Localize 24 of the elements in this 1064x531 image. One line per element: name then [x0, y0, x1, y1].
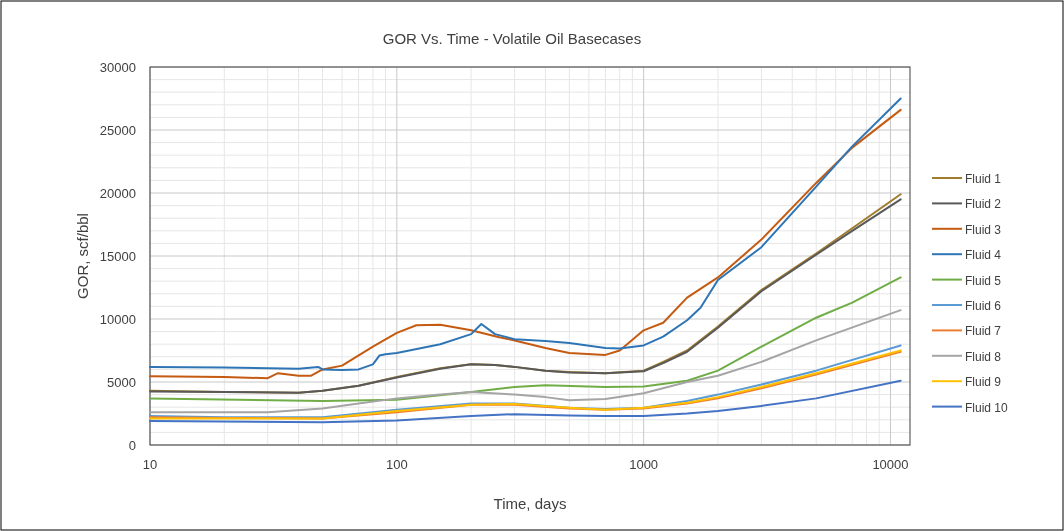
- y-axis-title: GOR, scf/bbl: [74, 213, 91, 299]
- x-tick-label: 10: [142, 457, 158, 472]
- x-tick-label: 100: [385, 457, 408, 472]
- y-tick-label: 5000: [107, 375, 136, 390]
- chart-title: GOR Vs. Time - Volatile Oil Basecases: [382, 30, 642, 47]
- legend-label: Fluid 2: [965, 197, 1002, 212]
- legend-label: Fluid 5: [965, 273, 1002, 288]
- y-tick-label: 30000: [99, 60, 136, 75]
- legend-label: Fluid 1: [965, 172, 1002, 186]
- x-axis-title: Time, days: [493, 495, 567, 512]
- legend-label: Fluid 4: [965, 248, 1002, 263]
- y-tick-label: 10000: [99, 312, 136, 327]
- legend-label: Fluid 7: [965, 324, 1002, 339]
- legend-label: Fluid 8: [965, 349, 1002, 364]
- y-tick-label: 25000: [99, 123, 136, 138]
- x-tick-label: 1000: [629, 457, 659, 472]
- y-tick-label: 20000: [99, 186, 136, 201]
- legend-label: Fluid 10: [965, 400, 1009, 415]
- y-tick-label: 15000: [99, 249, 136, 264]
- y-tick-label: 0: [128, 438, 136, 453]
- legend-label: Fluid 9: [965, 375, 1002, 390]
- legend-label: Fluid 6: [965, 299, 1002, 313]
- legend-label: Fluid 3: [965, 222, 1002, 237]
- x-tick-label: 10000: [872, 457, 909, 472]
